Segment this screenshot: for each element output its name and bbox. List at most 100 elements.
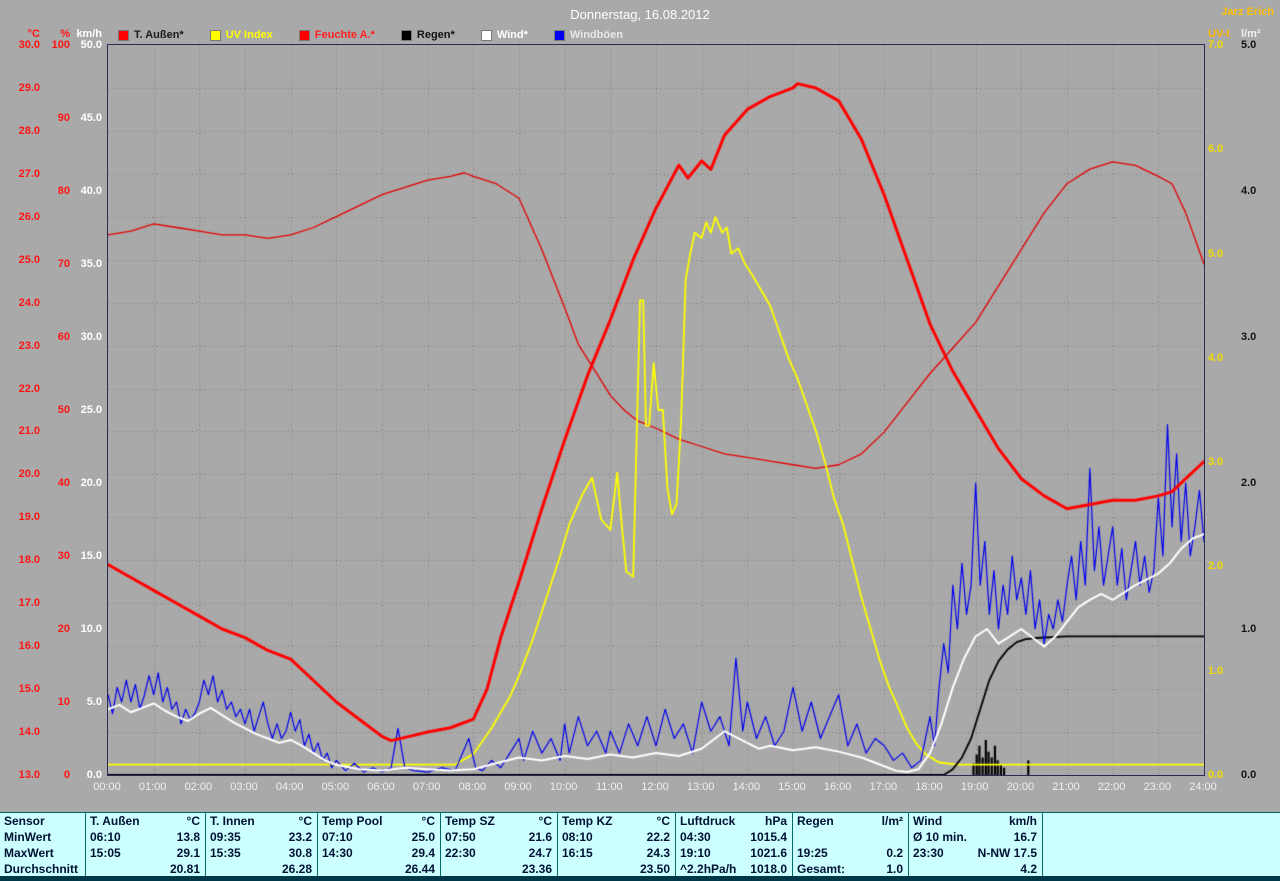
x-axis-tick: 09:00 <box>504 781 532 793</box>
sensor-value-cell: 06:10 13.8 <box>85 829 205 845</box>
x-axis-tick: 02:00 <box>184 781 213 793</box>
sensor-value-cell: 23:30 N-NW 17.5 <box>908 845 1042 861</box>
cell-left-text: Sensor <box>4 814 45 828</box>
axis-tick: 10.0 <box>80 623 102 635</box>
cell-right-text: °C <box>186 814 200 828</box>
cell-left-text: Temp KZ <box>562 814 613 828</box>
legend-item: Windböen <box>553 29 623 41</box>
axis-tick: 14.0 <box>18 726 40 739</box>
filler-cell <box>1042 829 1280 845</box>
x-axis-tick: 05:00 <box>321 781 350 793</box>
axis-tick: 1.0 <box>1208 664 1224 677</box>
row-label: Durchschnitt <box>0 861 85 877</box>
legend-label: Feuchte A.* <box>314 29 375 41</box>
x-axis-tick: 24:00 <box>1189 781 1217 793</box>
x-axis-tick: 21:00 <box>1052 781 1080 793</box>
cell-left-text: T. Innen <box>210 814 255 828</box>
legend-label: Windböen <box>569 29 623 41</box>
legend-label: Wind* <box>496 29 528 41</box>
axis-tick: 18.0 <box>18 554 40 567</box>
page-title: Donnerstag, 16.08.2012 <box>570 7 710 22</box>
filler-cell <box>1042 813 1280 829</box>
x-axis-tick: 15:00 <box>778 781 806 793</box>
cell-right-text: l/m² <box>881 814 903 828</box>
cell-left-text: MinWert <box>4 830 52 844</box>
x-axis-tick: 00:00 <box>93 781 121 793</box>
cell-right-text: 0.2 <box>886 846 903 860</box>
axis-tick: 5.0 <box>1241 39 1257 51</box>
legend-item: Wind* <box>480 29 528 41</box>
sensor-value-cell: 14:30 29.4 <box>317 845 440 861</box>
cell-left-text: 06:10 <box>90 830 121 844</box>
row-label: Sensor <box>0 813 85 829</box>
x-axis-tick: 11:00 <box>595 781 623 793</box>
sensor-header-cell: Temp KZ °C <box>557 813 675 829</box>
title-bar: Donnerstag, 16.08.2012 Jarz Erich <box>0 0 1280 26</box>
cell-left-text: Regen <box>797 814 834 828</box>
axis-tick: 45.0 <box>80 112 102 124</box>
legend-swatch-icon <box>118 29 129 41</box>
cell-left-text: 16:15 <box>562 846 593 860</box>
cell-left-text: 23:30 <box>913 846 944 860</box>
row-label: MinWert <box>0 829 85 845</box>
axis-title: UV-I <box>1208 28 1230 40</box>
axis-tick: 20 <box>57 623 70 635</box>
cell-right-text: km/h <box>1008 814 1037 828</box>
axis-tick: 20.0 <box>80 477 102 489</box>
x-axis-tick: 08:00 <box>458 781 487 793</box>
cell-left-text: 22:30 <box>445 846 476 860</box>
cell-right-text: °C <box>298 814 312 828</box>
cell-left-text: Ø 10 min. <box>913 830 968 844</box>
sensor-header-cell: Temp SZ °C <box>440 813 557 829</box>
legend-item: Feuchte A.* <box>298 29 375 41</box>
legend: T. Außen* UV Index Feuchte A.* Regen* Wind* W… <box>118 28 623 42</box>
cell-right-text: 26.44 <box>404 862 435 876</box>
cell-left-text: MaxWert <box>4 846 54 860</box>
axis-title: % <box>60 28 70 40</box>
cell-left-text: 15:35 <box>210 846 241 860</box>
cell-left-text: 08:10 <box>562 830 593 844</box>
axis-tick: 27.0 <box>18 167 40 180</box>
cell-right-text: °C <box>538 814 552 828</box>
axis-tick: 30 <box>57 550 70 562</box>
sensor-header-cell: Regen l/m² <box>792 813 908 829</box>
axis-tick: 35.0 <box>80 258 102 270</box>
cell-right-text: 22.2 <box>646 830 670 844</box>
x-axis-tick: 07:00 <box>412 781 441 793</box>
axis-tick: 13.0 <box>18 769 40 781</box>
cell-left-text: 19:10 <box>680 846 711 860</box>
axis-tick: 17.0 <box>18 597 40 610</box>
axis-tick: 24.0 <box>18 296 40 309</box>
x-axis-tick: 06:00 <box>367 781 395 793</box>
legend-label: T. Außen* <box>134 29 184 41</box>
x-axis-tick: 14:00 <box>732 781 761 793</box>
axis-tick: 28.0 <box>18 124 40 137</box>
legend-swatch-icon <box>400 29 412 41</box>
legend-item: UV Index <box>209 29 273 41</box>
axis-tick: 70 <box>57 258 70 270</box>
axis-tick: 50 <box>57 404 70 416</box>
axis-tick: 90 <box>57 112 70 124</box>
axis-tick: 3.0 <box>1241 331 1257 343</box>
sensor-value-cell: 23.50 <box>557 861 675 877</box>
axis-tick: 3.0 <box>1208 456 1224 469</box>
sensor-value-cell: 23.36 <box>440 861 557 877</box>
weather-chart-canvas <box>107 44 1205 776</box>
x-axis-tick: 16:00 <box>823 781 852 793</box>
legend-item: T. Außen* <box>118 29 184 41</box>
cell-right-text: °C <box>421 814 435 828</box>
axis-tick: 5.0 <box>1208 247 1224 260</box>
axis-tick: 40.0 <box>80 185 102 197</box>
sensor-value-cell: 20.81 <box>85 861 205 877</box>
cell-left-text: Wind <box>913 814 943 828</box>
cell-left-text: Luftdruck <box>680 814 736 828</box>
axis-tick: 15.0 <box>80 550 102 562</box>
axis-tick: 25.0 <box>80 404 102 416</box>
cell-right-text: 4.2 <box>1020 862 1037 876</box>
sensor-value-cell: 04:30 1015.4 <box>675 829 792 845</box>
legend-label: Regen* <box>416 29 455 41</box>
cell-right-text: 21.6 <box>528 830 552 844</box>
axis-tick: 0.0 <box>86 769 102 781</box>
axis-tick: 30.0 <box>18 39 40 51</box>
